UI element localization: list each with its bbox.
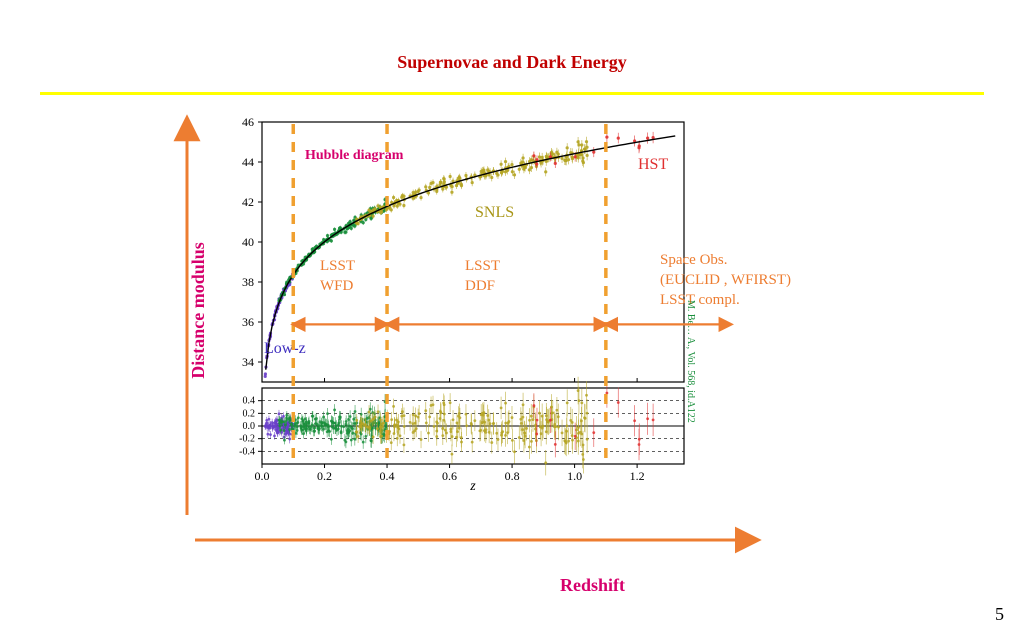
slide-title: Supernovae and Dark Energy (0, 52, 1024, 73)
slide: Supernovae and Dark Energy Distance modu… (0, 0, 1024, 640)
x-axis-label: Redshift (560, 575, 625, 596)
title-rule (40, 92, 984, 95)
page-number: 5 (995, 604, 1004, 625)
survey-overlay (210, 118, 810, 498)
